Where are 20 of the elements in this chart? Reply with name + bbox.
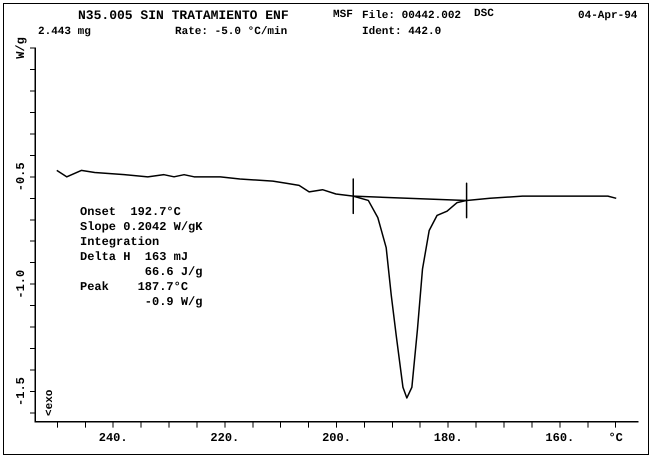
- y-tick-label: -1.0: [14, 270, 28, 299]
- text: Rate: -5.0 °C/min: [175, 26, 288, 38]
- text: DSC: [474, 8, 494, 20]
- x-tick-label: 160.: [545, 430, 574, 445]
- text: 2.443 mg: [38, 26, 91, 38]
- annotation: Onset 192.7°C Slope 0.2042 W/gK Integration Delta H 163 mJ 66.6 J/g Peak 187.7°C -0.9 W/g: [80, 205, 202, 310]
- text: 04-Apr-94: [578, 10, 638, 22]
- x-tick-label: 220.: [210, 430, 240, 445]
- text: MSF: [333, 9, 353, 21]
- text: File: 00442.002: [362, 10, 462, 22]
- y-tick-label: -0.5: [14, 162, 28, 192]
- chart-title: N35.005 SIN TRATAMIENTO ENF: [78, 8, 289, 23]
- x-tick-label: 240.: [98, 430, 128, 445]
- y-tick-label: W/g: [14, 37, 28, 59]
- annotation: <exo: [44, 390, 56, 416]
- y-tick-label: -1.5: [14, 377, 28, 406]
- x-tick-label: 180.: [434, 430, 463, 445]
- x-tick-label: 200.: [322, 430, 351, 445]
- text: Ident: 442.0: [362, 26, 442, 38]
- x-tick-label: °C: [608, 430, 623, 445]
